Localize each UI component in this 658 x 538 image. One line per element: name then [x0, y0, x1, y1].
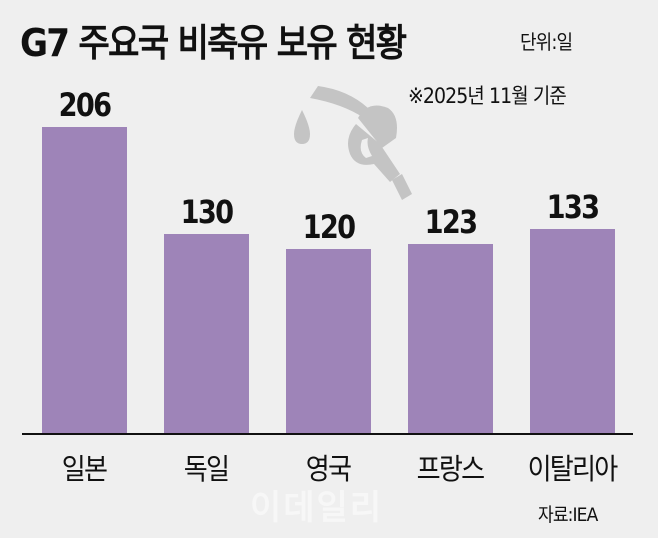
date-note: ※2025년 11월 기준: [408, 84, 567, 108]
category-label-germany: 독일: [183, 452, 230, 486]
value-label-japan: 206: [58, 86, 112, 124]
category-label-france: 프랑스: [416, 452, 485, 486]
category-label-japan: 일본: [61, 452, 108, 486]
unit-label: 단위:일: [520, 30, 573, 54]
fuel-pump-nozzle-icon: [294, 86, 412, 200]
category-label-uk: 영국: [305, 452, 352, 486]
bar-france: [408, 244, 493, 433]
bar-japan: [42, 127, 127, 433]
category-label-italy: 이탈리아: [527, 452, 619, 486]
value-label-france: 123: [424, 203, 478, 241]
source-label: 자료:IEA: [538, 504, 598, 526]
x-axis-line: [22, 433, 633, 435]
chart-title: G7 주요국 비축유 보유 현황: [20, 21, 407, 65]
watermark: 이데일리: [250, 488, 384, 528]
bar-italy: [530, 229, 615, 433]
bar-uk: [286, 249, 371, 433]
value-label-italy: 133: [546, 188, 600, 226]
value-label-germany: 130: [180, 193, 234, 231]
bar-germany: [164, 234, 249, 433]
value-label-uk: 120: [302, 208, 356, 246]
